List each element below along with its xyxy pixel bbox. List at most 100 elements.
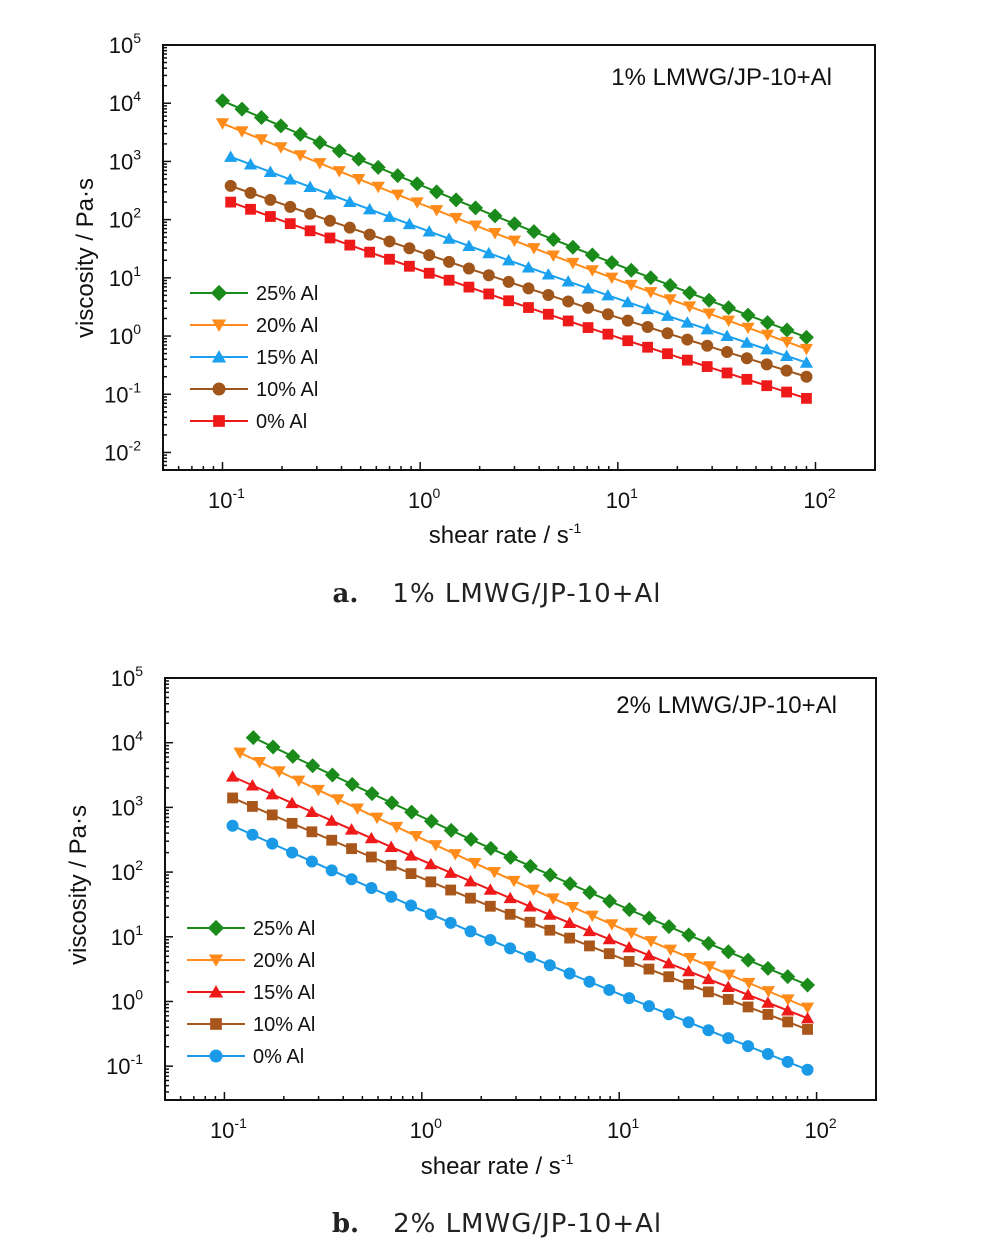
data-point: [720, 944, 736, 960]
y-axis-label: viscosity / Pa·s: [72, 178, 99, 338]
data-point: [253, 110, 269, 126]
series-3: [224, 150, 814, 368]
data-point: [740, 352, 753, 365]
data-point: [264, 211, 276, 222]
data-point: [463, 281, 475, 293]
data-point: [800, 977, 816, 993]
data-point: [741, 373, 753, 385]
data-point: [405, 868, 417, 880]
data-point: [740, 952, 756, 968]
data-point: [244, 186, 257, 199]
data-point: [326, 834, 338, 846]
data-point: [543, 908, 557, 920]
legend-marker: [212, 382, 226, 396]
y-tick-label: 102: [111, 857, 143, 885]
data-point: [442, 232, 456, 244]
data-point: [760, 329, 775, 342]
legend-marker: [211, 319, 227, 332]
data-point: [345, 873, 358, 886]
data-point: [488, 228, 502, 240]
data-point: [306, 826, 318, 838]
data-point: [444, 866, 458, 878]
data-point: [225, 770, 240, 782]
data-point: [605, 272, 619, 284]
data-point: [681, 927, 697, 943]
data-point: [582, 924, 597, 937]
data-point: [311, 784, 325, 797]
data-point: [683, 978, 694, 990]
data-point: [741, 988, 755, 1000]
legend-label: 0% Al: [253, 1046, 304, 1068]
data-point: [234, 101, 250, 117]
data-point: [780, 969, 796, 985]
data-point: [243, 158, 258, 170]
series-line: [232, 775, 808, 1020]
legend-item: 25% Al: [190, 283, 318, 305]
data-point: [703, 986, 714, 998]
y-tick-label: 10-1: [106, 1051, 143, 1079]
data-point: [582, 322, 594, 333]
data-point: [700, 322, 714, 335]
data-point: [247, 801, 258, 812]
data-point: [351, 151, 367, 167]
y-tick-labels: 10-1 100 101 102 103 104 105: [106, 663, 143, 1079]
data-point: [761, 1047, 774, 1060]
y-tick-label: 101: [109, 263, 141, 291]
data-point: [742, 1040, 755, 1053]
data-point: [702, 308, 716, 320]
x-tick-label: 102: [804, 1115, 836, 1143]
series-2: [233, 747, 815, 1015]
panel-a: 10-2 10-1 100 101 102 103 104 105 10-1 100 101 102…: [72, 30, 876, 609]
x-tick-label: 102: [803, 485, 835, 513]
data-point: [350, 803, 365, 815]
data-point: [443, 822, 459, 838]
data-point: [524, 916, 536, 928]
data-point: [781, 386, 792, 398]
data-point: [273, 118, 289, 134]
data-point: [644, 936, 658, 948]
y-tick-label: 100: [111, 986, 143, 1014]
data-point: [662, 1008, 675, 1021]
data-point: [701, 292, 717, 308]
data-point: [483, 840, 499, 856]
data-point: [305, 805, 319, 817]
data-point: [390, 821, 404, 834]
data-point: [404, 849, 418, 861]
data-point: [623, 992, 636, 1005]
data-point: [761, 380, 773, 392]
data-point: [364, 831, 378, 844]
data-point: [521, 261, 536, 273]
data-point: [364, 786, 380, 802]
legend-item: 20% Al: [190, 315, 318, 337]
data-point: [227, 792, 238, 804]
caption: b. 2% LMWG/JP-10+Al: [332, 1209, 662, 1239]
legend-marker: [210, 1018, 222, 1030]
data-point: [313, 158, 327, 170]
data-point: [384, 253, 395, 265]
data-point: [404, 804, 420, 820]
data-point: [343, 195, 357, 207]
data-point: [403, 242, 416, 255]
data-point: [721, 300, 737, 316]
data-point: [681, 964, 696, 977]
data-point: [522, 858, 538, 874]
data-point: [502, 253, 516, 266]
legend-label: 10% Al: [256, 379, 318, 401]
data-point: [624, 927, 639, 940]
series-5: [226, 819, 814, 1076]
x-tick-label: 101: [607, 1115, 639, 1143]
y-tick-label: 103: [109, 146, 141, 174]
data-point: [660, 309, 675, 321]
data-point: [304, 225, 316, 237]
data-point: [663, 944, 678, 956]
data-point: [225, 196, 237, 208]
data-point: [562, 315, 574, 327]
data-point: [285, 796, 299, 809]
legend-marker: [211, 350, 227, 363]
data-point: [564, 932, 576, 944]
data-point: [720, 329, 734, 342]
data-point: [584, 247, 600, 263]
data-point: [781, 1055, 794, 1068]
data-point: [482, 269, 495, 282]
